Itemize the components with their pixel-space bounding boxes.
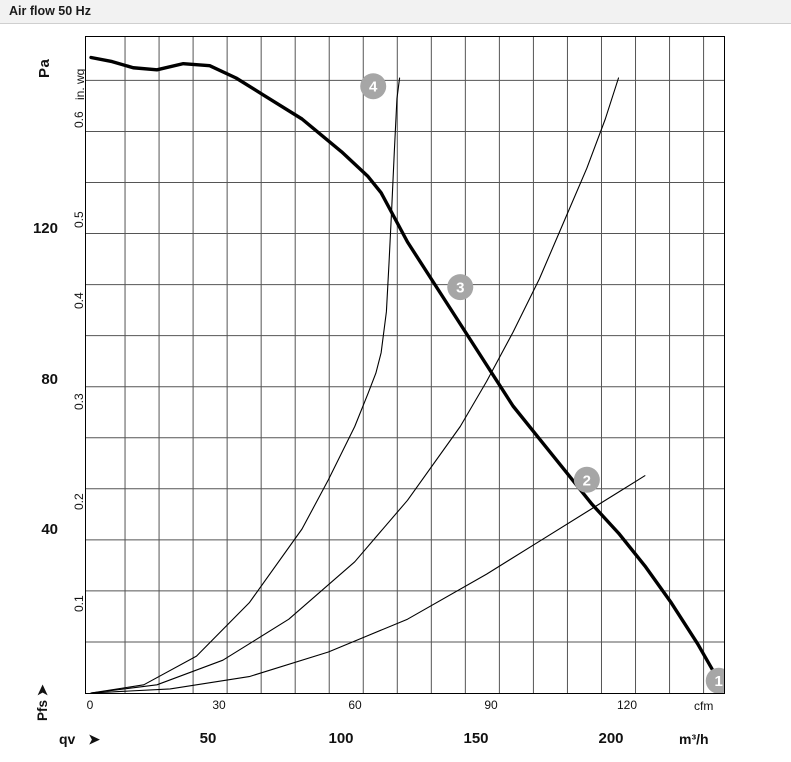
axis-label-pfs: Pfs ➤ (34, 684, 51, 721)
ytick-inwg-06: 0.6 (72, 111, 86, 128)
xtick-cfm-30: 30 (212, 698, 226, 712)
xtick-cfm-120: 120 (616, 698, 638, 712)
xtick-cfm-60: 60 (348, 698, 362, 712)
ytick-inwg-04: 0.4 (72, 292, 86, 309)
axis-label-pfs-text: Pfs (35, 699, 50, 721)
window-titlebar: Air flow 50 Hz (0, 0, 791, 24)
curve-marker-4: 4 (369, 79, 378, 96)
curve-marker-3: 3 (456, 280, 464, 297)
xtick-m3h-100: 100 (328, 730, 354, 747)
axis-label-pa-text: Pa (36, 58, 53, 78)
xaxis-unit-cfm: cfm (694, 699, 714, 713)
xaxis-unit-m3h: m³/h (679, 731, 709, 747)
xtick-m3h-50: 50 (199, 730, 217, 747)
ytick-inwg-05: 0.5 (72, 211, 86, 228)
xtick-m3h-150: 150 (463, 730, 489, 747)
xaxis-label-qv: qv ➤ (59, 731, 100, 748)
xtick-cfm-0: 0 (86, 698, 94, 712)
xtick-m3h-200: 200 (598, 730, 624, 747)
ytick-pa-80: 80 (41, 371, 58, 388)
ytick-inwg-02: 0.2 (72, 493, 86, 510)
curve-marker-2: 2 (583, 472, 591, 489)
pfs-arrow-icon: ➤ (34, 684, 50, 697)
chart-canvas: 1 2 3 4 (86, 37, 724, 693)
xaxis-label-qv-text: qv (59, 731, 76, 747)
curve-marker-1: 1 (715, 673, 723, 690)
ytick-inwg-01: 0.1 (72, 595, 86, 612)
qv-arrow-icon: ➤ (88, 731, 100, 747)
ytick-pa-40: 40 (41, 521, 58, 538)
ytick-inwg-03: 0.3 (72, 393, 86, 410)
ytick-pa-120: 120 (32, 220, 58, 237)
plot-area: 1 2 3 4 (85, 36, 725, 694)
window-title: Air flow 50 Hz (9, 4, 91, 18)
xtick-cfm-90: 90 (484, 698, 498, 712)
axis-label-pa: Pa (36, 59, 53, 78)
